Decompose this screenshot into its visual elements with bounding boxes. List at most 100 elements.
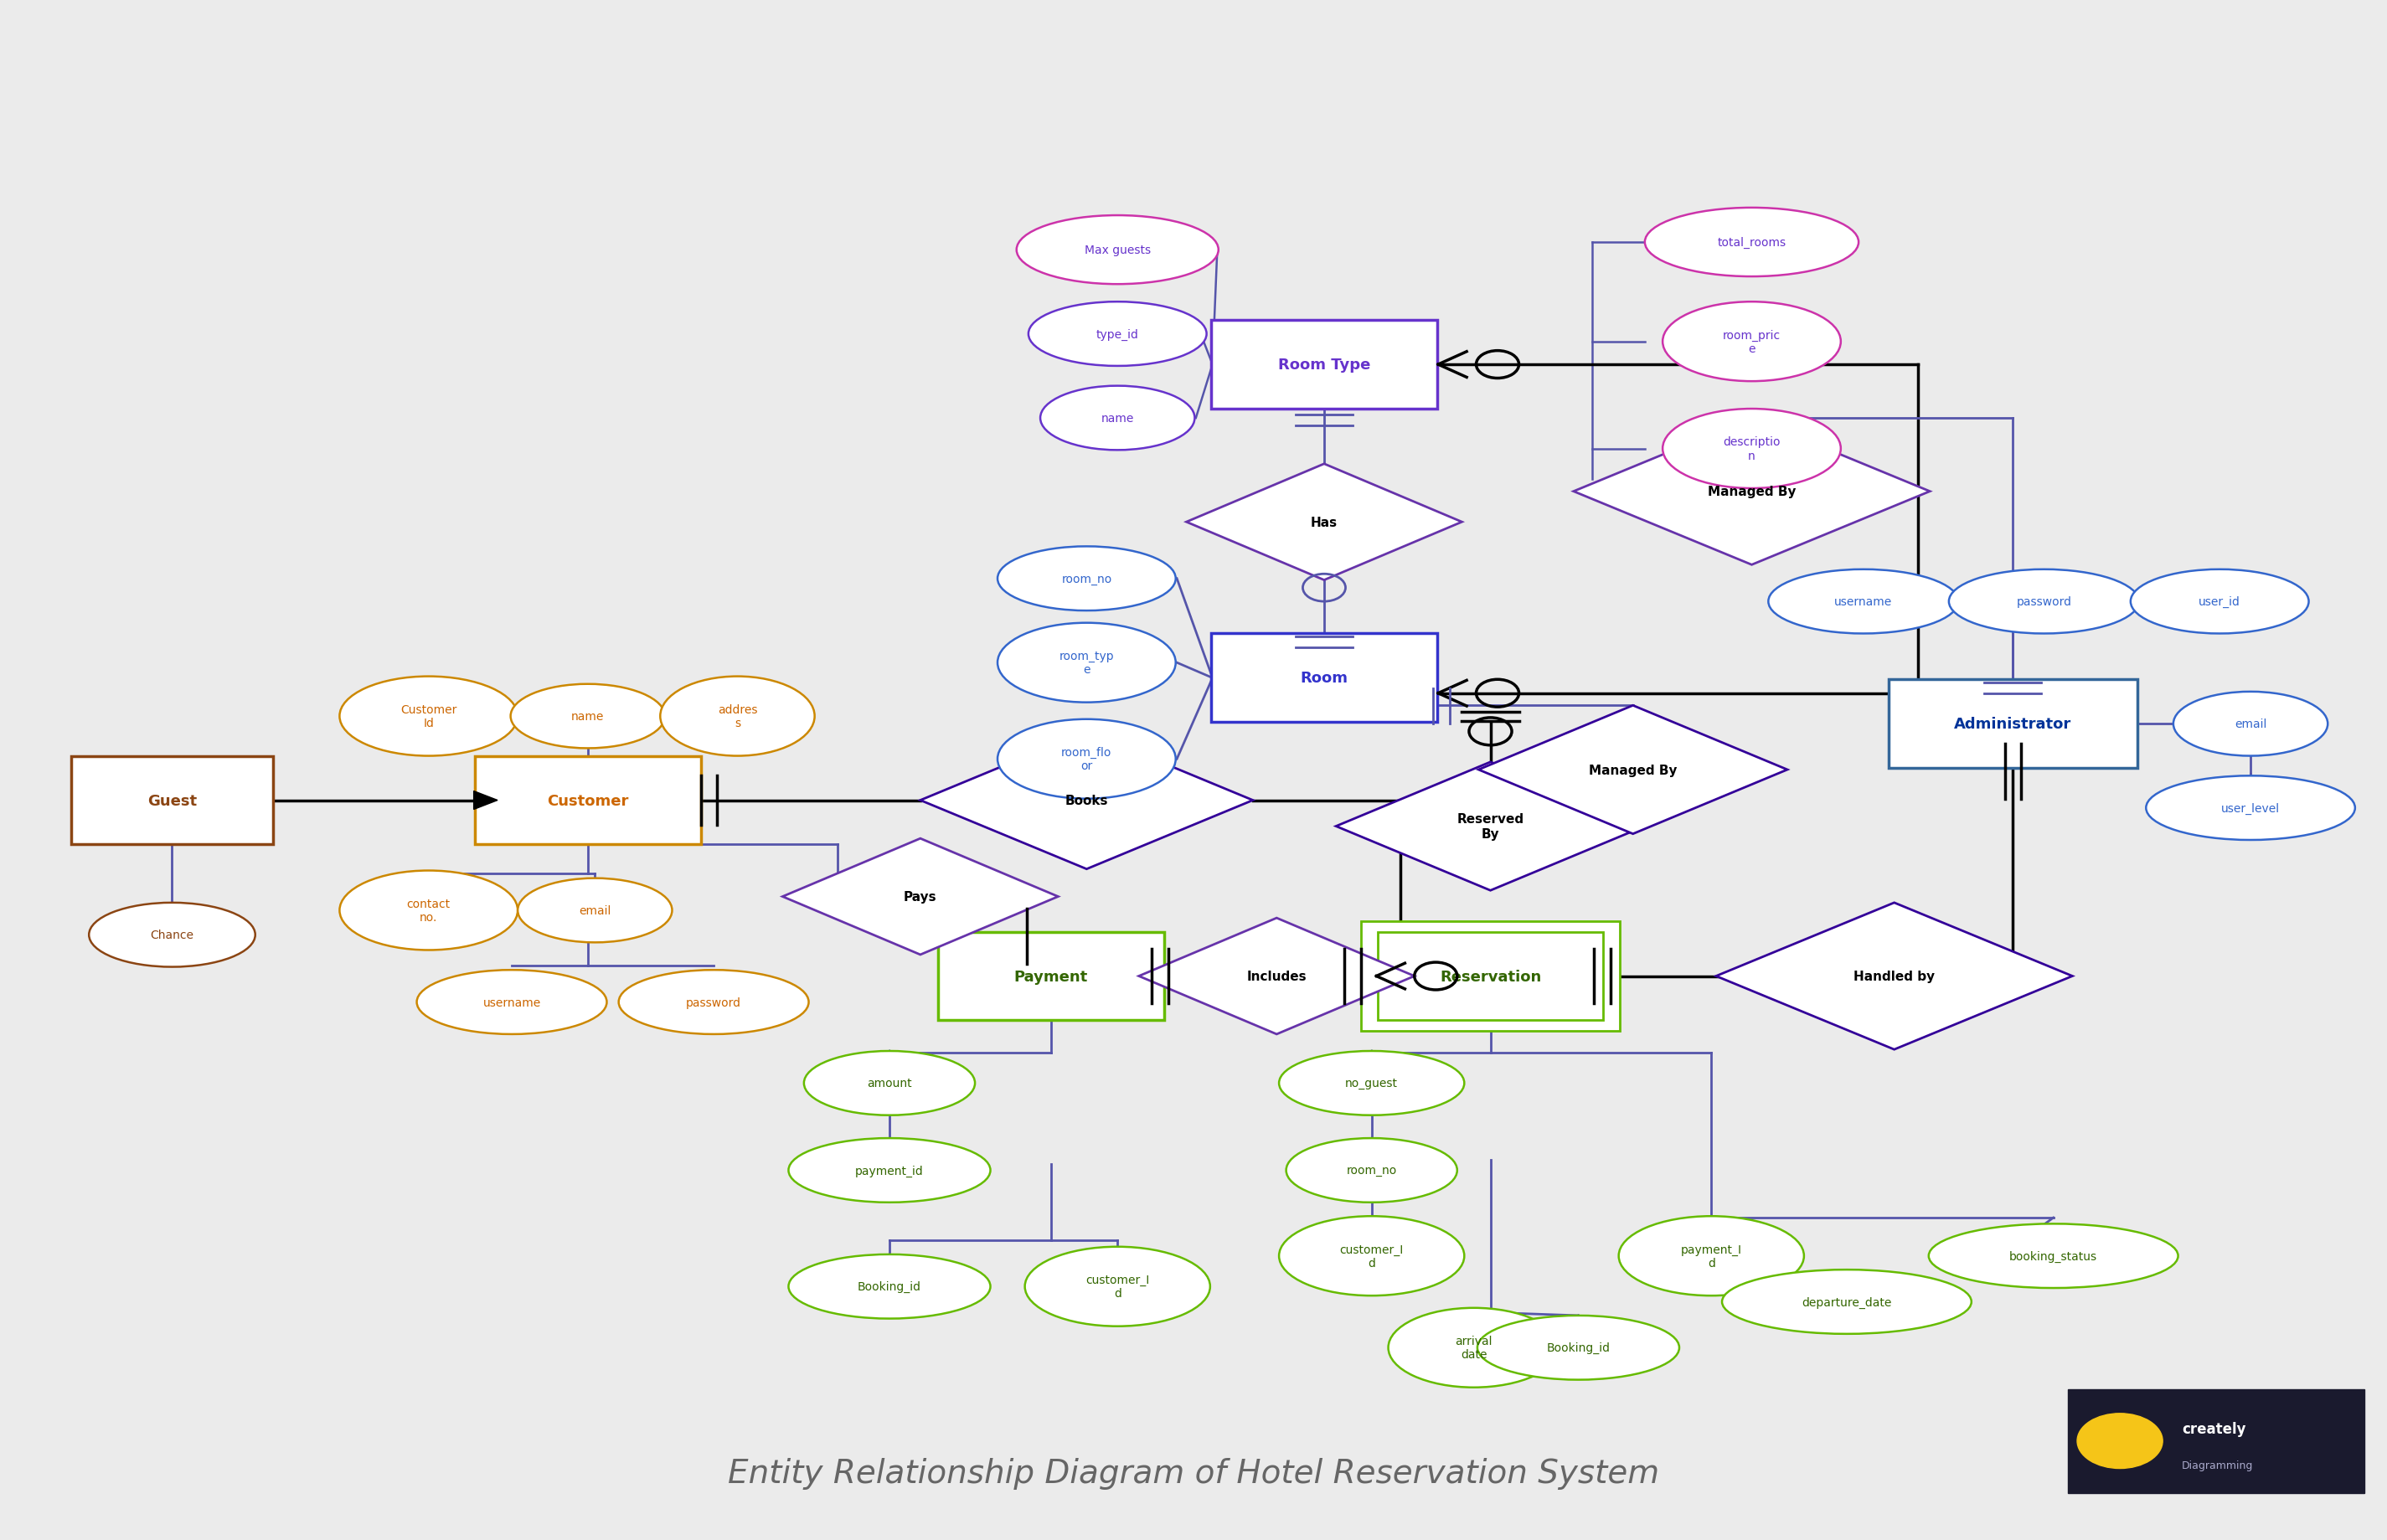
Text: Payment: Payment [1014, 969, 1088, 984]
Polygon shape [1186, 465, 1461, 581]
Text: Pays: Pays [905, 890, 938, 902]
Bar [1377, 932, 1604, 1021]
Ellipse shape [998, 624, 1177, 702]
Text: customer_I
d: customer_I d [1086, 1274, 1151, 1300]
Circle shape [2077, 1414, 2163, 1469]
Text: Guest: Guest [148, 793, 196, 808]
Ellipse shape [518, 878, 673, 942]
Ellipse shape [1041, 387, 1194, 451]
Polygon shape [1337, 762, 1645, 890]
Bar [1361, 921, 1621, 1032]
Text: Reserved
By: Reserved By [1456, 813, 1523, 841]
Text: payment_id: payment_id [855, 1164, 924, 1177]
Text: Room: Room [1301, 671, 1349, 685]
Text: contact
no.: contact no. [406, 898, 451, 924]
Text: total_rooms: total_rooms [1716, 237, 1785, 248]
Text: Includes: Includes [1246, 970, 1306, 983]
Polygon shape [1478, 705, 1788, 835]
Text: room_no: room_no [1062, 573, 1112, 585]
Bar [1210, 320, 1437, 410]
Text: Books: Books [1065, 795, 1108, 807]
Ellipse shape [1029, 302, 1205, 367]
Text: Reservation: Reservation [1439, 969, 1542, 984]
Bar [72, 756, 272, 845]
Text: room_typ
e: room_typ e [1060, 650, 1115, 676]
Polygon shape [473, 792, 496, 810]
Ellipse shape [2172, 691, 2327, 756]
Text: Room Type: Room Type [1277, 357, 1370, 373]
Text: departure_date: departure_date [1802, 1297, 1891, 1307]
Bar [1210, 634, 1437, 722]
Text: Administrator: Administrator [1955, 716, 2072, 731]
Text: amount: amount [866, 1078, 912, 1089]
Bar [938, 932, 1165, 1021]
Text: Chance: Chance [150, 929, 193, 941]
Ellipse shape [511, 684, 666, 748]
Ellipse shape [804, 1052, 974, 1115]
Text: creately: creately [2182, 1421, 2246, 1437]
Ellipse shape [998, 719, 1177, 799]
Text: room_flo
or: room_flo or [1062, 747, 1112, 772]
Ellipse shape [1721, 1270, 1972, 1334]
Polygon shape [921, 732, 1253, 870]
Ellipse shape [1645, 208, 1859, 277]
Ellipse shape [1024, 1247, 1210, 1326]
Ellipse shape [1017, 216, 1217, 285]
Ellipse shape [2132, 570, 2308, 634]
Text: password: password [685, 996, 742, 1009]
Ellipse shape [618, 970, 809, 1035]
Text: Booking_id: Booking_id [857, 1281, 921, 1292]
Text: Handled by: Handled by [1855, 970, 1936, 983]
Ellipse shape [661, 676, 814, 756]
Ellipse shape [1279, 1217, 1463, 1295]
Ellipse shape [788, 1138, 991, 1203]
Text: descriptio
n: descriptio n [1723, 436, 1781, 462]
Text: Max guests: Max guests [1084, 245, 1151, 256]
Ellipse shape [1769, 570, 1957, 634]
Text: username: username [482, 996, 542, 1009]
Polygon shape [783, 839, 1057, 955]
Text: booking_status: booking_status [2010, 1250, 2098, 1261]
Bar [2067, 1389, 2366, 1492]
Polygon shape [1573, 419, 1929, 565]
Bar [1888, 679, 2139, 768]
Text: room_no: room_no [1346, 1164, 1396, 1177]
Text: no_guest: no_guest [1346, 1078, 1399, 1089]
Text: password: password [2017, 596, 2072, 608]
Text: email: email [578, 906, 611, 916]
Text: username: username [1833, 596, 1893, 608]
Ellipse shape [1664, 410, 1840, 488]
Polygon shape [1716, 902, 2072, 1050]
Ellipse shape [1287, 1138, 1456, 1203]
Ellipse shape [1389, 1307, 1559, 1388]
Ellipse shape [339, 676, 518, 756]
Text: Customer
Id: Customer Id [401, 704, 456, 728]
Text: user_level: user_level [2222, 802, 2280, 815]
Text: Diagramming: Diagramming [2182, 1460, 2253, 1471]
Ellipse shape [1279, 1052, 1463, 1115]
Text: payment_I
d: payment_I d [1680, 1243, 1743, 1269]
Text: user_id: user_id [2198, 596, 2241, 608]
Text: room_pric
e: room_pric e [1723, 330, 1781, 354]
Ellipse shape [788, 1255, 991, 1318]
Text: type_id: type_id [1096, 328, 1139, 340]
Text: Customer: Customer [547, 793, 628, 808]
Text: name: name [1100, 413, 1134, 425]
Ellipse shape [1618, 1217, 1805, 1295]
Text: Booking_id: Booking_id [1547, 1341, 1611, 1354]
Text: addres
s: addres s [718, 704, 757, 728]
Text: customer_I
d: customer_I d [1339, 1243, 1404, 1269]
Ellipse shape [418, 970, 606, 1035]
Text: email: email [2234, 718, 2268, 730]
Ellipse shape [1664, 302, 1840, 382]
Text: arrival
date: arrival date [1456, 1335, 1492, 1360]
Ellipse shape [1948, 570, 2139, 634]
Ellipse shape [1478, 1315, 1680, 1380]
Ellipse shape [2146, 776, 2356, 841]
Ellipse shape [1929, 1224, 2177, 1287]
Polygon shape [1139, 918, 1415, 1035]
Text: Managed By: Managed By [1590, 764, 1678, 776]
Ellipse shape [998, 547, 1177, 611]
Ellipse shape [88, 902, 255, 967]
Bar [475, 756, 702, 845]
